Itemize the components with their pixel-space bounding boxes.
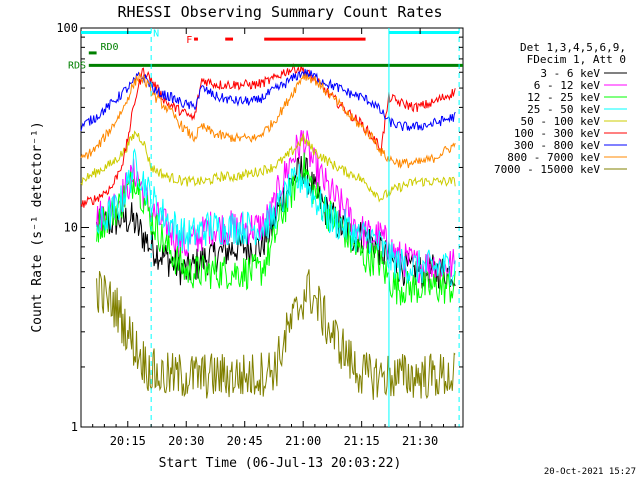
flag-layer: N RD0 RDS F <box>68 28 463 427</box>
y-axis-label: Count Rate (s⁻¹ detector⁻¹) <box>30 121 45 332</box>
legend-label: 100 - 300 keV <box>514 127 600 140</box>
legend-label: 6 - 12 keV <box>534 79 601 92</box>
legend-label: 25 - 50 keV <box>527 103 600 116</box>
series-100-300-kev-line <box>80 63 456 208</box>
y-tick-label: 100 <box>56 21 78 35</box>
legend-label: 300 - 800 keV <box>514 139 600 152</box>
legend-label: 3 - 6 keV <box>540 67 600 80</box>
chart-title: RHESSI Observing Summary Count Rates <box>117 3 442 21</box>
x-tick-label: 20:30 <box>168 434 204 448</box>
x-tick-label: 21:00 <box>285 434 321 448</box>
series-50-100-kev-line <box>80 130 456 203</box>
legend-label: 7000 - 15000 keV <box>494 163 600 176</box>
legend-label: 12 - 25 keV <box>527 91 600 104</box>
legend-header-line: FDecim 1, Att 0 <box>527 53 626 66</box>
legend-header-line: Det 1,3,4,5,6,9, <box>520 41 626 54</box>
series-12-25-kev-line <box>96 152 456 306</box>
series-layer <box>80 63 456 400</box>
flag-f-label: F <box>186 35 192 46</box>
tick-layer: 20:15 20:30 20:45 21:00 21:15 21:30 100 10 1 <box>56 21 463 448</box>
series-7000-15000-kev-line <box>96 269 456 400</box>
plot-timestamp: 20-Oct-2021 15:27 <box>544 467 636 477</box>
flag-rds-label: RDS <box>68 60 86 71</box>
legend-label: 50 - 100 keV <box>521 115 601 128</box>
x-tick-label: 20:45 <box>227 434 263 448</box>
x-axis-label: Start Time (06-Jul-13 20:03:22) <box>159 456 402 471</box>
series-800-7000-kev-line <box>80 72 456 169</box>
legend: Det 1,3,4,5,6,9,FDecim 1, Att 03 - 6 keV… <box>494 41 627 176</box>
y-tick-label: 1 <box>71 420 78 434</box>
y-tick-label: 10 <box>64 221 78 235</box>
x-tick-label: 21:30 <box>402 434 438 448</box>
flag-n-label: N <box>153 28 159 39</box>
x-tick-label: 20:15 <box>110 434 146 448</box>
flag-rd0-label: RD0 <box>100 42 118 53</box>
x-tick-label: 21:15 <box>344 434 380 448</box>
series-25-50-kev-line <box>96 148 456 287</box>
legend-label: 800 - 7000 keV <box>507 151 600 164</box>
